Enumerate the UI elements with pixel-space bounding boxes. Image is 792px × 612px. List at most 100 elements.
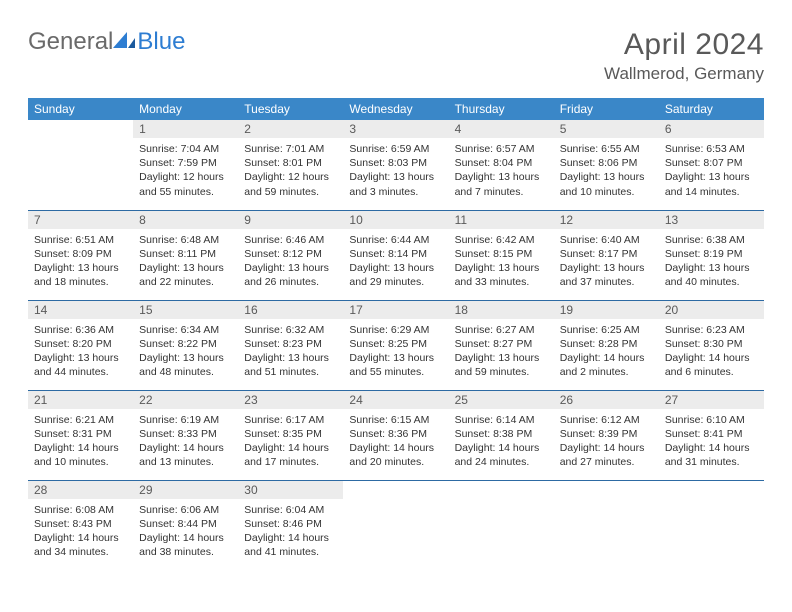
day-number — [554, 481, 659, 485]
calendar-cell: 20Sunrise: 6:23 AMSunset: 8:30 PMDayligh… — [659, 300, 764, 390]
day-number: 21 — [28, 391, 133, 409]
calendar-cell: 19Sunrise: 6:25 AMSunset: 8:28 PMDayligh… — [554, 300, 659, 390]
calendar-cell: 30Sunrise: 6:04 AMSunset: 8:46 PMDayligh… — [238, 480, 343, 570]
calendar-cell — [343, 480, 448, 570]
calendar-cell: 8Sunrise: 6:48 AMSunset: 8:11 PMDaylight… — [133, 210, 238, 300]
day-number: 6 — [659, 120, 764, 138]
day-number: 9 — [238, 211, 343, 229]
weekday-header: Monday — [133, 98, 238, 120]
day-number: 30 — [238, 481, 343, 499]
weekday-header: Friday — [554, 98, 659, 120]
day-number: 22 — [133, 391, 238, 409]
day-number: 3 — [343, 120, 448, 138]
calendar-cell: 6Sunrise: 6:53 AMSunset: 8:07 PMDaylight… — [659, 120, 764, 210]
calendar-cell: 27Sunrise: 6:10 AMSunset: 8:41 PMDayligh… — [659, 390, 764, 480]
day-number: 10 — [343, 211, 448, 229]
day-text: Sunrise: 6:25 AMSunset: 8:28 PMDaylight:… — [554, 319, 659, 386]
weekday-header: Tuesday — [238, 98, 343, 120]
calendar-cell: 4Sunrise: 6:57 AMSunset: 8:04 PMDaylight… — [449, 120, 554, 210]
day-number — [659, 481, 764, 485]
day-text: Sunrise: 6:32 AMSunset: 8:23 PMDaylight:… — [238, 319, 343, 386]
day-number: 2 — [238, 120, 343, 138]
day-number: 13 — [659, 211, 764, 229]
calendar-cell: 2Sunrise: 7:01 AMSunset: 8:01 PMDaylight… — [238, 120, 343, 210]
calendar-cell: 12Sunrise: 6:40 AMSunset: 8:17 PMDayligh… — [554, 210, 659, 300]
day-text: Sunrise: 6:34 AMSunset: 8:22 PMDaylight:… — [133, 319, 238, 386]
calendar-cell — [659, 480, 764, 570]
day-number: 11 — [449, 211, 554, 229]
day-number: 23 — [238, 391, 343, 409]
calendar-cell: 1Sunrise: 7:04 AMSunset: 7:59 PMDaylight… — [133, 120, 238, 210]
calendar-cell: 18Sunrise: 6:27 AMSunset: 8:27 PMDayligh… — [449, 300, 554, 390]
calendar-cell — [28, 120, 133, 210]
calendar-cell: 9Sunrise: 6:46 AMSunset: 8:12 PMDaylight… — [238, 210, 343, 300]
calendar-cell: 24Sunrise: 6:15 AMSunset: 8:36 PMDayligh… — [343, 390, 448, 480]
calendar-cell: 5Sunrise: 6:55 AMSunset: 8:06 PMDaylight… — [554, 120, 659, 210]
day-number: 12 — [554, 211, 659, 229]
weekday-header: Wednesday — [343, 98, 448, 120]
day-text: Sunrise: 6:36 AMSunset: 8:20 PMDaylight:… — [28, 319, 133, 386]
day-number: 17 — [343, 301, 448, 319]
month-title: April 2024 — [604, 28, 764, 62]
logo: General Blue — [28, 28, 185, 56]
day-text: Sunrise: 6:55 AMSunset: 8:06 PMDaylight:… — [554, 138, 659, 205]
day-text: Sunrise: 6:23 AMSunset: 8:30 PMDaylight:… — [659, 319, 764, 386]
calendar-cell: 29Sunrise: 6:06 AMSunset: 8:44 PMDayligh… — [133, 480, 238, 570]
calendar-cell: 23Sunrise: 6:17 AMSunset: 8:35 PMDayligh… — [238, 390, 343, 480]
day-number — [343, 481, 448, 485]
day-number: 28 — [28, 481, 133, 499]
location: Wallmerod, Germany — [604, 64, 764, 84]
calendar-cell: 3Sunrise: 6:59 AMSunset: 8:03 PMDaylight… — [343, 120, 448, 210]
day-number: 25 — [449, 391, 554, 409]
calendar-week-row: 21Sunrise: 6:21 AMSunset: 8:31 PMDayligh… — [28, 390, 764, 480]
day-text: Sunrise: 6:51 AMSunset: 8:09 PMDaylight:… — [28, 229, 133, 296]
day-text: Sunrise: 7:01 AMSunset: 8:01 PMDaylight:… — [238, 138, 343, 205]
header: General Blue April 2024 Wallmerod, Germa… — [0, 0, 792, 92]
logo-text-blue: Blue — [137, 28, 185, 56]
day-number: 19 — [554, 301, 659, 319]
calendar-cell: 26Sunrise: 6:12 AMSunset: 8:39 PMDayligh… — [554, 390, 659, 480]
day-number: 26 — [554, 391, 659, 409]
calendar-week-row: 1Sunrise: 7:04 AMSunset: 7:59 PMDaylight… — [28, 120, 764, 210]
calendar-cell: 28Sunrise: 6:08 AMSunset: 8:43 PMDayligh… — [28, 480, 133, 570]
calendar-table: Sunday Monday Tuesday Wednesday Thursday… — [28, 98, 764, 570]
calendar-cell — [554, 480, 659, 570]
weekday-header: Sunday — [28, 98, 133, 120]
calendar-cell: 22Sunrise: 6:19 AMSunset: 8:33 PMDayligh… — [133, 390, 238, 480]
day-number: 20 — [659, 301, 764, 319]
day-text: Sunrise: 6:38 AMSunset: 8:19 PMDaylight:… — [659, 229, 764, 296]
calendar-cell: 16Sunrise: 6:32 AMSunset: 8:23 PMDayligh… — [238, 300, 343, 390]
day-number: 4 — [449, 120, 554, 138]
day-text: Sunrise: 6:10 AMSunset: 8:41 PMDaylight:… — [659, 409, 764, 476]
day-number — [449, 481, 554, 485]
calendar-cell: 10Sunrise: 6:44 AMSunset: 8:14 PMDayligh… — [343, 210, 448, 300]
day-text: Sunrise: 6:29 AMSunset: 8:25 PMDaylight:… — [343, 319, 448, 386]
logo-sail-icon — [113, 30, 135, 48]
day-text: Sunrise: 6:14 AMSunset: 8:38 PMDaylight:… — [449, 409, 554, 476]
day-text: Sunrise: 6:53 AMSunset: 8:07 PMDaylight:… — [659, 138, 764, 205]
day-text: Sunrise: 6:59 AMSunset: 8:03 PMDaylight:… — [343, 138, 448, 205]
day-number: 15 — [133, 301, 238, 319]
day-text: Sunrise: 6:08 AMSunset: 8:43 PMDaylight:… — [28, 499, 133, 566]
weekday-header: Thursday — [449, 98, 554, 120]
calendar-week-row: 14Sunrise: 6:36 AMSunset: 8:20 PMDayligh… — [28, 300, 764, 390]
calendar-cell: 13Sunrise: 6:38 AMSunset: 8:19 PMDayligh… — [659, 210, 764, 300]
day-number: 27 — [659, 391, 764, 409]
day-text: Sunrise: 6:21 AMSunset: 8:31 PMDaylight:… — [28, 409, 133, 476]
calendar-cell: 11Sunrise: 6:42 AMSunset: 8:15 PMDayligh… — [449, 210, 554, 300]
calendar-body: 1Sunrise: 7:04 AMSunset: 7:59 PMDaylight… — [28, 120, 764, 570]
day-number: 16 — [238, 301, 343, 319]
day-text: Sunrise: 6:46 AMSunset: 8:12 PMDaylight:… — [238, 229, 343, 296]
day-number: 18 — [449, 301, 554, 319]
title-block: April 2024 Wallmerod, Germany — [604, 28, 764, 84]
calendar-cell: 14Sunrise: 6:36 AMSunset: 8:20 PMDayligh… — [28, 300, 133, 390]
calendar-cell: 25Sunrise: 6:14 AMSunset: 8:38 PMDayligh… — [449, 390, 554, 480]
day-text: Sunrise: 6:57 AMSunset: 8:04 PMDaylight:… — [449, 138, 554, 205]
day-text: Sunrise: 6:19 AMSunset: 8:33 PMDaylight:… — [133, 409, 238, 476]
calendar-week-row: 7Sunrise: 6:51 AMSunset: 8:09 PMDaylight… — [28, 210, 764, 300]
day-text: Sunrise: 6:42 AMSunset: 8:15 PMDaylight:… — [449, 229, 554, 296]
day-number: 14 — [28, 301, 133, 319]
day-text: Sunrise: 7:04 AMSunset: 7:59 PMDaylight:… — [133, 138, 238, 205]
day-text: Sunrise: 6:17 AMSunset: 8:35 PMDaylight:… — [238, 409, 343, 476]
day-number: 24 — [343, 391, 448, 409]
